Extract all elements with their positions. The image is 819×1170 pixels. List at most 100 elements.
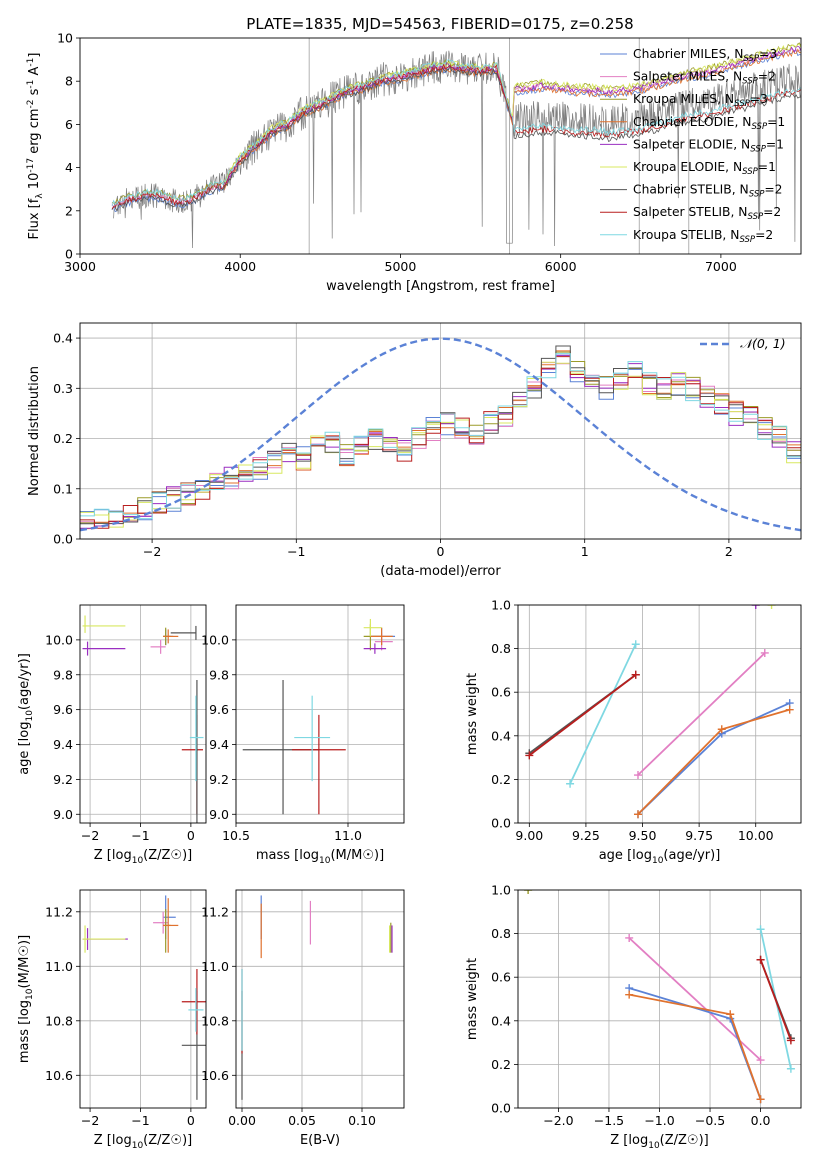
x-tick-label: 0.10 <box>348 1113 376 1128</box>
x-tick-label: 2 <box>725 544 733 559</box>
x-axis-label: Z [log10(Z/Z☉)] <box>610 1133 708 1151</box>
model-line-kroupa-stelib <box>111 59 801 207</box>
y-tick-label: 2 <box>65 203 73 218</box>
y-axis-label: Flux [fλ 10-17 erg cm-2 s-1 A-1] <box>26 53 45 240</box>
x-tick-label: −1.0 <box>644 1113 674 1128</box>
x-axis-label: Z [log10(Z/Z☉)] <box>94 1133 192 1151</box>
x-axis-label: E(B-V) <box>300 1133 340 1148</box>
histogram-kroupa-stelib <box>80 353 801 520</box>
legend-label: Salpeter MILES, NSSP=2 <box>633 70 776 87</box>
weight-marker <box>756 955 765 964</box>
y-tick-label: 0.2 <box>491 1057 511 1072</box>
x-tick-label: 3000 <box>64 259 96 274</box>
errorbar-point-kroupa-stelib <box>294 695 331 782</box>
y-tick-label: 10.8 <box>201 1013 229 1028</box>
weight-series-chabrier-elodie <box>633 705 794 819</box>
errorbar-point-kroupa-elodie <box>363 618 382 637</box>
weight-series-chabrier-miles <box>633 699 794 819</box>
model-line-salpeter-stelib <box>111 63 801 209</box>
weight-marker <box>756 1095 765 1104</box>
axes-frame <box>79 889 207 1109</box>
y-tick-label: 11.2 <box>201 904 229 919</box>
axes-frame <box>79 322 802 540</box>
y-tick-label: 9.0 <box>209 807 229 822</box>
y-axis-label: Normed distribution <box>27 366 42 496</box>
weight-line <box>759 959 792 1041</box>
legend-label: Salpeter ELODIE, NSSP=1 <box>633 137 784 154</box>
y-tick-label: 0.6 <box>491 970 511 985</box>
weight-marker <box>756 1056 765 1065</box>
weight-series-chabrier-elodie <box>625 990 765 1104</box>
y-tick-label: 9.0 <box>53 807 73 822</box>
normal-distribution-curve <box>80 337 801 532</box>
massweight-vs-age-panel: 9.00 9.25 9.50 9.75 10.00 0.0 0.2 0.4 0.6 0.8 1.0 a… <box>465 598 802 866</box>
y-tick-label: 1.0 <box>491 598 511 613</box>
x-tick-label: −2.0 <box>543 1113 573 1128</box>
errorbar-point-kroupa-stelib <box>188 988 204 1032</box>
x-tick-label: −1 <box>287 544 305 559</box>
weight-marker <box>625 933 634 942</box>
y-tick-label: 0.6 <box>491 685 511 700</box>
errorbar-point-salpeter-stelib <box>181 969 206 1035</box>
y-tick-label: 10.6 <box>45 1068 73 1083</box>
y-tick-label: 10.0 <box>45 632 73 647</box>
errorbar-point-salpeter-miles <box>150 639 166 654</box>
x-tick-label: −1.5 <box>594 1113 624 1128</box>
axes-frame <box>79 604 207 824</box>
errorbar-point-salpeter-miles <box>374 632 393 651</box>
model-line-chabrier-stelib <box>111 65 801 212</box>
y-tick-label: 11.0 <box>201 959 229 974</box>
y-tick-label: 9.8 <box>53 667 73 682</box>
y-tick-label: 0.3 <box>53 381 73 396</box>
y-tick-label: 9.2 <box>53 772 73 787</box>
histogram-chabrier-stelib <box>80 345 801 525</box>
weight-marker <box>767 605 776 609</box>
errorbar-point-chabrier-miles <box>163 895 176 940</box>
y-tick-label: 9.8 <box>209 667 229 682</box>
weight-marker <box>760 648 769 657</box>
y-tick-label: 0.4 <box>491 728 511 743</box>
y-tick-label: 0 <box>65 247 73 262</box>
y-axis-label: age [log10(age/yr)] <box>17 653 35 775</box>
x-tick-label: 0.0 <box>751 1113 771 1128</box>
y-tick-label: 10 <box>57 31 73 46</box>
weight-marker <box>633 771 642 780</box>
y-tick-label: 0.0 <box>491 816 511 831</box>
x-tick-label: 4000 <box>224 259 256 274</box>
y-tick-label: 11.2 <box>45 904 73 919</box>
weight-marker <box>631 640 640 649</box>
spectrum-panel: 3000 4000 5000 6000 7000 0 2 4 6 8 10 wavelength [A… <box>26 31 802 294</box>
weight-marker <box>625 990 634 999</box>
weight-series-salpeter-elodie <box>751 605 760 609</box>
y-axis-label: mass [log10(M/M☉)] <box>17 935 35 1063</box>
errorbar-point-chabrier-stelib <box>242 679 319 815</box>
massweight-vs-Z-panel: −2.0 −1.5 −1.0 −0.5 0.0 0.0 0.2 0.4 0.6 0.8 1.0 Z [… <box>465 883 802 1151</box>
weight-marker <box>633 810 642 819</box>
errorbar-point-kroupa-miles <box>163 909 171 953</box>
weight-marker <box>726 1010 735 1019</box>
y-tick-label: 8 <box>65 74 73 89</box>
weight-series-salpeter-miles <box>625 933 765 1065</box>
errorbar-point-chabrier-elodie <box>370 627 393 646</box>
x-axis-label: age [log10(age/yr)] <box>599 848 721 866</box>
x-tick-label: 0 <box>187 828 195 843</box>
x-tick-label: 9.50 <box>629 828 657 843</box>
x-tick-label: 1 <box>581 544 589 559</box>
weight-line <box>637 652 766 776</box>
y-tick-label: 9.6 <box>209 702 229 717</box>
x-tick-label: −1 <box>131 828 149 843</box>
x-tick-label: 9.25 <box>572 828 600 843</box>
errorbar-point-salpeter-stelib <box>292 714 346 815</box>
weight-series-salpeter-miles <box>633 648 769 780</box>
legend-label: Kroupa STELIB, NSSP=2 <box>633 228 773 245</box>
y-tick-label: 10.0 <box>201 632 229 647</box>
y-tick-label: 0.8 <box>491 926 511 941</box>
weight-marker <box>524 890 533 894</box>
residuals-panel: −2 −1 0 1 2 0.0 0.1 0.2 0.3 0.4 (data-model)/error… <box>27 322 802 579</box>
errorbar-point-salpeter-elodie <box>363 643 387 654</box>
x-tick-label: 10.00 <box>738 828 774 843</box>
x-tick-label: −2 <box>81 828 99 843</box>
axes-frame <box>517 889 802 1109</box>
errorbar-point-kroupa-elodie <box>82 925 126 953</box>
